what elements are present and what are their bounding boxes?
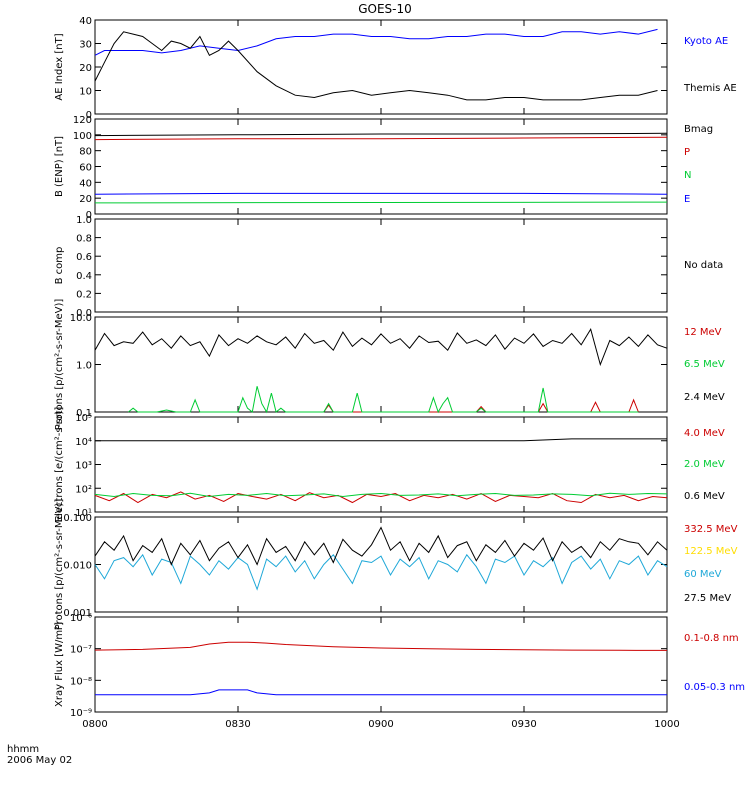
y-tick-label: 10³ bbox=[75, 461, 92, 472]
y-axis-label: B comp bbox=[54, 247, 65, 285]
y-tick-label: 0.100 bbox=[63, 513, 92, 524]
series-line-bmag bbox=[94, 132, 668, 137]
y-tick-label: 10.0 bbox=[70, 313, 92, 324]
y-tick-label: 20 bbox=[79, 63, 92, 74]
y-tick-label: 0 bbox=[86, 210, 92, 221]
y-tick-label: 120 bbox=[73, 115, 92, 126]
y-tick-label: 30 bbox=[79, 40, 92, 51]
series-line-60-mev bbox=[94, 553, 668, 591]
series-line-2-4-mev bbox=[94, 328, 668, 367]
x-tick-label: 0930 bbox=[511, 719, 536, 730]
y-tick-label: 80 bbox=[79, 147, 92, 158]
y-tick-label: 1.0 bbox=[76, 215, 92, 226]
series-line-themis-ae bbox=[94, 31, 658, 101]
footer-date: 2006 May 02 bbox=[7, 755, 72, 766]
y-tick-label: 10² bbox=[75, 484, 92, 495]
legend-entry: 12 MeV bbox=[684, 327, 722, 338]
legend-entry: 122.5 MeV bbox=[684, 546, 738, 557]
y-tick-label: 0.2 bbox=[76, 289, 92, 300]
y-tick-label: 20 bbox=[79, 194, 92, 205]
legend-entry: Kyoto AE bbox=[684, 36, 728, 47]
y-tick-label: 100 bbox=[73, 131, 92, 142]
x-axis: 0800 0830 0900 0930 1000 bbox=[82, 719, 679, 730]
x-tick-label: 1000 bbox=[654, 719, 679, 730]
series-line-0-05-0-3-nm bbox=[95, 689, 667, 696]
legend-entry: 332.5 MeV bbox=[684, 524, 738, 535]
y-tick-label: 10⁴ bbox=[75, 437, 92, 448]
y-tick-label: 60 bbox=[79, 163, 92, 174]
y-axis-label: Xray Flux [W/m²] bbox=[54, 622, 65, 707]
plot-title: GOES-10 bbox=[358, 2, 412, 16]
y-tick-label: 40 bbox=[79, 16, 92, 27]
y-tick-label: 10⁻⁸ bbox=[70, 676, 92, 687]
panel-protons_low: 0.1 1.0 10.0 Protons [p/(cm²-s-sr-MeV)] 12 M… bbox=[54, 299, 725, 431]
series-line-0-6-mev bbox=[95, 438, 667, 442]
y-tick-label: 0.1 bbox=[76, 408, 92, 419]
panel-frame bbox=[94, 416, 668, 513]
series-line-12-mev bbox=[323, 398, 639, 413]
y-tick-label: 0.6 bbox=[76, 252, 92, 263]
panel-bfield: 0 20 40 60 80 100 120 B (ENP) [nT] Bmag P N E bbox=[54, 115, 713, 221]
y-tick-label: 0.4 bbox=[76, 271, 92, 282]
no-data-note: No data bbox=[684, 260, 723, 271]
panel-electrons: 10¹ 10² 10³ 10⁴ 10⁵ Electrons [e/(cm²-s-sr)] 4… bbox=[54, 407, 725, 523]
series-line-n bbox=[94, 201, 668, 204]
series-line-2-0-mev bbox=[94, 492, 668, 498]
legend-entry: 60 MeV bbox=[684, 569, 722, 580]
legend-entry: 4.0 MeV bbox=[684, 428, 725, 439]
y-tick-label: 10⁻⁶ bbox=[70, 613, 92, 624]
legend-entry: E bbox=[684, 194, 690, 205]
legend-entry: N bbox=[684, 170, 691, 181]
series-line-e bbox=[94, 192, 668, 195]
panel-frame bbox=[94, 218, 668, 313]
y-tick-label: 0.0 bbox=[76, 308, 92, 319]
legend-entry: 0.05-0.3 nm bbox=[684, 682, 745, 693]
y-tick-label: 0.001 bbox=[63, 608, 92, 619]
footer-time-unit: hhmm bbox=[7, 744, 39, 755]
series-line-p bbox=[94, 136, 668, 141]
series-line-4-0-mev bbox=[94, 491, 668, 504]
panel-xray: 10⁻⁹ 10⁻⁸ 10⁻⁷ 10⁻⁶ Xray Flux [W/m²] 0.1-0.8 … bbox=[54, 613, 745, 719]
legend-entry: 27.5 MeV bbox=[684, 593, 731, 604]
panel-ae: 0 10 20 30 40 AE Index [nT] Kyoto AE Themis AE bbox=[54, 16, 737, 121]
y-axis-label: Electrons [e/(cm²-s-sr)] bbox=[54, 407, 65, 523]
y-tick-label: 10⁻⁷ bbox=[70, 645, 92, 656]
y-tick-label: 0 bbox=[86, 110, 92, 121]
legend-entry: 2.4 MeV bbox=[684, 392, 725, 403]
series-line-27-5-mev bbox=[94, 526, 668, 566]
legend-entry: 0.1-0.8 nm bbox=[684, 633, 739, 644]
y-tick-label: 10⁻⁹ bbox=[70, 708, 92, 719]
x-tick-label: 0900 bbox=[368, 719, 393, 730]
y-axis-label: B (ENP) [nT] bbox=[54, 136, 65, 197]
series-line-6-5-mev bbox=[128, 386, 639, 414]
x-tick-label: 0800 bbox=[82, 719, 107, 730]
y-axis-label: Protons [p/(cm²-s-sr-MeV)] bbox=[54, 299, 65, 431]
panel-frame bbox=[94, 316, 668, 413]
legend-entry: 6.5 MeV bbox=[684, 359, 725, 370]
y-tick-label: 40 bbox=[79, 178, 92, 189]
legend-entry: 0.6 MeV bbox=[684, 491, 725, 502]
legend-entry: Bmag bbox=[684, 124, 713, 135]
y-tick-label: 10⁵ bbox=[75, 413, 92, 424]
legend-entry: P bbox=[684, 147, 690, 158]
legend-entry: Themis AE bbox=[683, 83, 737, 94]
series-line-0-1-0-8-nm bbox=[94, 641, 668, 651]
y-axis-label: AE Index [nT] bbox=[54, 33, 65, 100]
y-tick-label: 0.8 bbox=[76, 234, 92, 245]
y-axis-label: Protons [p/(cm²-s-sr-MeV)] bbox=[54, 499, 65, 631]
legend-entry: 2.0 MeV bbox=[684, 459, 725, 470]
panel-frame bbox=[94, 516, 668, 613]
y-tick-label: 0.010 bbox=[63, 561, 92, 572]
x-tick-label: 0830 bbox=[225, 719, 250, 730]
y-tick-label: 1.0 bbox=[76, 361, 92, 372]
y-tick-label: 10¹ bbox=[75, 508, 92, 519]
y-tick-label: 10 bbox=[79, 87, 92, 98]
panel-frame bbox=[94, 616, 668, 713]
series-line-kyoto-ae bbox=[94, 28, 658, 56]
panel-bcomp: 0.0 0.2 0.4 0.6 0.8 1.0 B comp No data bbox=[54, 215, 723, 319]
